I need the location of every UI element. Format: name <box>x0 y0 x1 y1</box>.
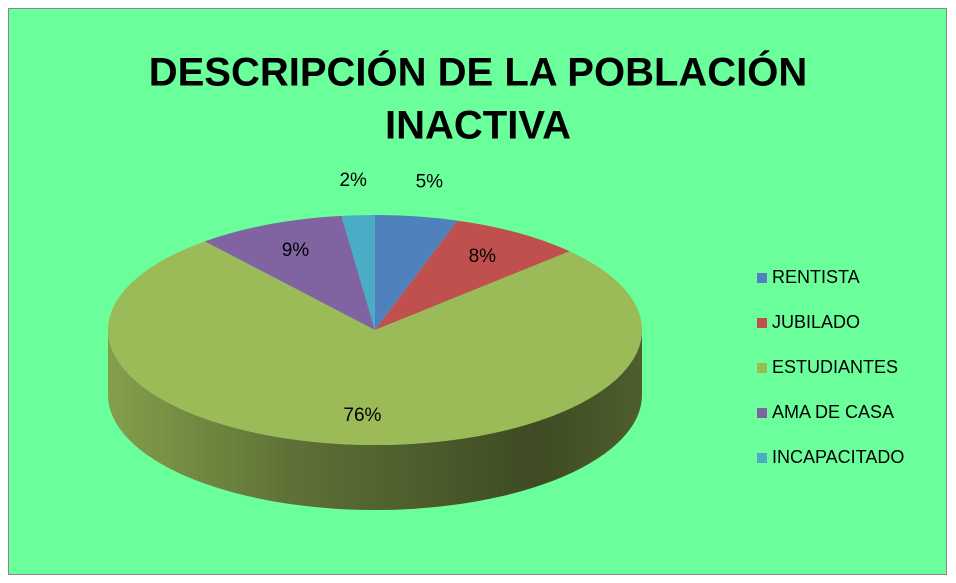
legend-swatch <box>757 318 767 328</box>
data-label: 9% <box>282 240 310 261</box>
legend-label: RENTISTA <box>772 267 860 287</box>
data-label: 2% <box>339 170 367 191</box>
slice <box>204 215 375 330</box>
slice <box>108 241 642 445</box>
chart-title: INACTIVA <box>385 104 571 148</box>
legend-label: ESTUDIANTES <box>772 357 898 377</box>
slice <box>341 215 375 330</box>
legend-swatch <box>757 453 767 463</box>
slice-side-shade <box>108 330 642 510</box>
data-label: 8% <box>469 246 497 267</box>
slice <box>375 215 458 330</box>
data-label: 5% <box>416 171 444 192</box>
slice <box>375 220 570 330</box>
legend-label: JUBILADO <box>772 312 860 332</box>
legend-label: AMA DE CASA <box>772 402 894 422</box>
legend-swatch <box>757 363 767 373</box>
chart-title: DESCRIPCIÓN DE LA POBLACIÓN <box>149 49 808 95</box>
legend-swatch <box>757 273 767 283</box>
legend-label: INCAPACITADO <box>772 447 904 467</box>
legend-swatch <box>757 408 767 418</box>
data-label: 76% <box>343 405 381 426</box>
